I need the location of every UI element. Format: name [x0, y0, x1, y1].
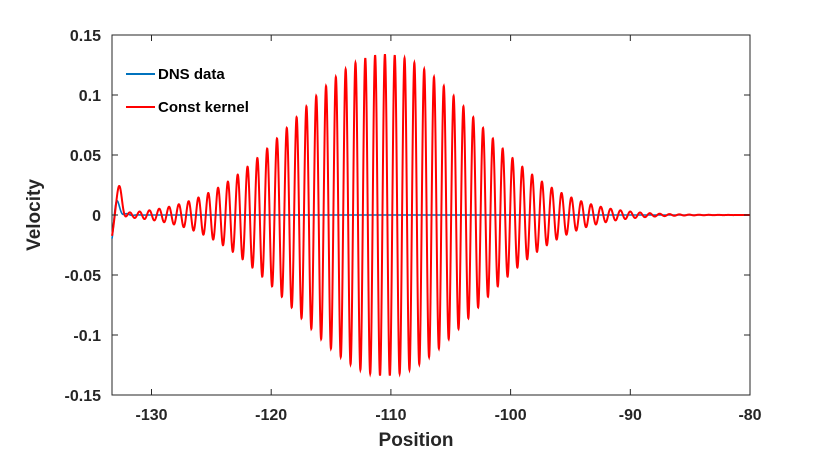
series-line-const-kernel [111, 53, 750, 378]
y-tick-label: 0 [92, 208, 101, 225]
legend-label-dns-data: DNS data [158, 66, 225, 83]
x-tick-label: -120 [255, 407, 287, 424]
series-layer [111, 53, 750, 378]
y-tick-label: -0.15 [65, 388, 102, 405]
y-axis-label: Velocity [24, 179, 45, 251]
legend-label-const-kernel: Const kernel [158, 99, 249, 116]
x-tick-label: -100 [495, 407, 527, 424]
x-tick-label: -80 [738, 407, 761, 424]
legend: DNS data Const kernel [126, 66, 249, 116]
y-tick-label: 0.1 [79, 88, 101, 105]
y-tick-label: 0.05 [70, 148, 101, 165]
y-tick-label: -0.1 [73, 328, 101, 345]
y-tick-label: 0.15 [70, 28, 101, 45]
y-tick-label: -0.05 [65, 268, 102, 285]
x-tick-label: -90 [619, 407, 642, 424]
x-tick-label: -130 [135, 407, 167, 424]
x-tick-label: -110 [375, 407, 406, 424]
x-axis-label: Position [379, 430, 454, 451]
ticks-layer: -130 -120 -110 -100 -90 -80 -0.15 -0.1 -0.05 0 0.0… [65, 28, 762, 424]
